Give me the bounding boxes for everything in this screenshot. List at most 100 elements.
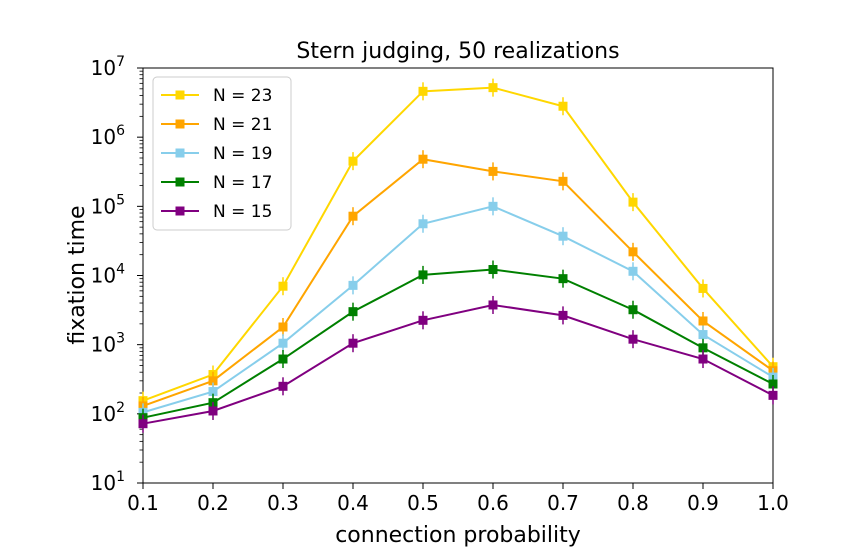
x-tick-label: 0.3 <box>267 491 299 515</box>
y-tick-base: 10 <box>91 194 116 218</box>
y-tick-label: 101 <box>91 469 125 495</box>
legend-item: N = 15 <box>161 202 272 222</box>
data-point <box>558 101 568 111</box>
data-point <box>628 266 638 276</box>
data-point <box>208 387 218 397</box>
series-n-23 <box>138 78 778 410</box>
y-tick-exponent: 2 <box>116 400 125 416</box>
x-axis: 0.1 0.2 0.3 0.4 0.5 0.6 0.7 0.8 0.9 1.0 <box>127 483 789 515</box>
series-n-17 <box>138 260 778 427</box>
data-point <box>208 406 218 416</box>
x-tick-label: 0.6 <box>477 491 509 515</box>
data-point <box>348 211 358 221</box>
y-tick-exponent: 5 <box>116 192 125 208</box>
legend-label: N = 21 <box>213 115 272 135</box>
data-point <box>348 338 358 348</box>
chart-title: Stern judging, 50 realizations <box>296 39 619 64</box>
series-line <box>142 158 774 407</box>
data-point <box>558 231 568 241</box>
data-point <box>698 283 708 293</box>
legend-label: N = 15 <box>213 202 272 222</box>
series-line <box>142 86 774 402</box>
data-point <box>278 381 288 391</box>
legend-item: N = 19 <box>161 144 272 164</box>
y-tick-base: 10 <box>91 402 116 426</box>
series-layer <box>138 78 778 433</box>
legend-label: N = 23 <box>213 86 272 106</box>
data-point <box>698 316 708 326</box>
data-point <box>348 156 358 166</box>
legend-label: N = 17 <box>213 173 272 193</box>
x-tick-label: 0.1 <box>127 491 159 515</box>
y-tick-label: 105 <box>91 192 125 218</box>
y-tick-base: 10 <box>91 56 116 80</box>
data-point <box>418 154 428 164</box>
data-point <box>698 343 708 353</box>
x-tick-label: 0.5 <box>407 491 439 515</box>
data-point <box>768 390 778 400</box>
series-n-15 <box>138 295 778 433</box>
y-tick-exponent: 3 <box>116 331 125 347</box>
y-tick-base: 10 <box>91 264 116 288</box>
legend-swatch-marker <box>175 90 185 100</box>
y-tick-exponent: 6 <box>116 123 125 139</box>
y-tick-exponent: 4 <box>116 262 125 278</box>
legend-swatch-marker <box>175 206 185 216</box>
y-tick-label: 103 <box>91 331 125 357</box>
y-tick-base: 10 <box>91 471 116 495</box>
data-point <box>348 307 358 317</box>
data-point <box>418 219 428 229</box>
series-line <box>142 205 774 414</box>
y-tick-label: 106 <box>91 123 125 149</box>
data-point <box>278 281 288 291</box>
legend-swatch-marker <box>175 119 185 129</box>
data-point <box>628 247 638 257</box>
series-line <box>142 303 774 425</box>
data-point <box>628 197 638 207</box>
y-tick-exponent: 1 <box>116 469 125 485</box>
series-n-19 <box>138 197 778 422</box>
data-point <box>278 354 288 364</box>
data-point <box>488 166 498 176</box>
legend-label: N = 19 <box>213 144 272 164</box>
data-point <box>558 310 568 320</box>
data-point <box>488 83 498 93</box>
legend: N = 23 N = 21 N = 19 N = 17 N = 15 <box>152 76 292 231</box>
x-tick-label: 1.0 <box>757 491 789 515</box>
data-point <box>698 354 708 364</box>
data-point <box>558 176 568 186</box>
legend-swatch-marker <box>175 148 185 158</box>
data-point <box>418 315 428 325</box>
legend-item: N = 17 <box>161 173 272 193</box>
y-tick-label: 102 <box>91 400 125 426</box>
data-point <box>208 376 218 386</box>
data-point <box>418 86 428 96</box>
data-point <box>138 419 148 429</box>
data-point <box>488 201 498 211</box>
y-tick-exponent: 7 <box>116 54 125 70</box>
data-point <box>348 280 358 290</box>
y-tick-label: 107 <box>91 54 125 80</box>
x-tick-label: 0.9 <box>687 491 719 515</box>
data-point <box>628 334 638 344</box>
data-point <box>278 338 288 348</box>
x-tick-label: 0.7 <box>547 491 579 515</box>
y-tick-base: 10 <box>91 333 116 357</box>
data-point <box>558 274 568 284</box>
data-point <box>278 322 288 332</box>
data-point <box>488 265 498 275</box>
series-line <box>142 268 774 419</box>
data-point <box>628 305 638 315</box>
data-point <box>698 330 708 340</box>
x-axis-label: connection probability <box>335 523 581 548</box>
legend-item: N = 21 <box>161 115 272 135</box>
legend-box <box>152 76 292 231</box>
legend-item: N = 23 <box>161 86 272 106</box>
data-point <box>418 270 428 280</box>
y-tick-label: 104 <box>91 262 125 288</box>
y-tick-base: 10 <box>91 125 116 149</box>
x-tick-label: 0.4 <box>337 491 369 515</box>
x-tick-label: 0.8 <box>617 491 649 515</box>
